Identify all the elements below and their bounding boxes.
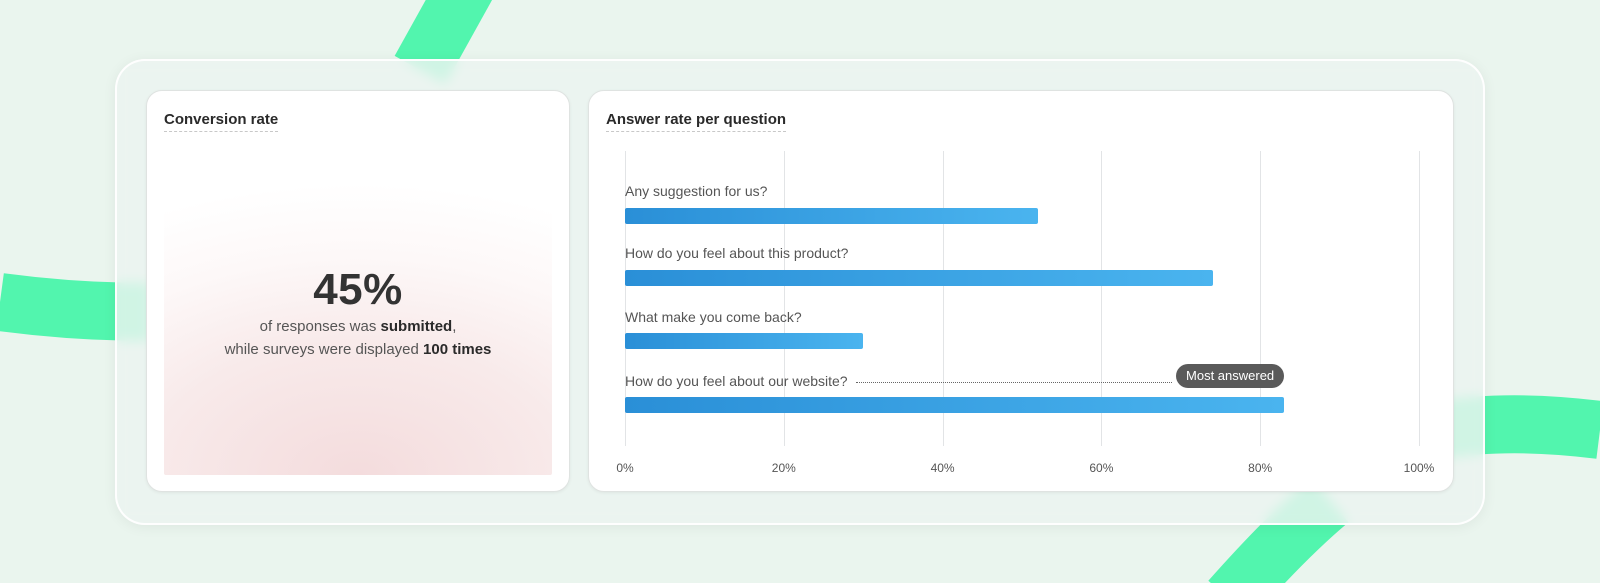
line2-prefix: while surveys were displayed: [224, 341, 424, 358]
gridline: [625, 151, 626, 446]
x-tick-label: 0%: [616, 461, 634, 475]
answer-rate-bar[interactable]: [625, 333, 864, 349]
x-tick-label: 40%: [930, 461, 955, 475]
line1-bold: submitted: [380, 318, 453, 335]
x-tick-label: 20%: [771, 461, 796, 475]
gridline: [942, 151, 944, 446]
gridline: [1419, 151, 1420, 446]
gridline: [1101, 151, 1103, 446]
x-tick-label: 100%: [1403, 461, 1435, 475]
conversion-rate-title[interactable]: Conversion rate: [164, 111, 279, 132]
answer-rate-bar[interactable]: [625, 270, 1213, 286]
conversion-rate-value: 45%: [313, 265, 403, 314]
question-label: How do you feel about our website?: [625, 373, 848, 389]
conversion-rate-card: Conversion rate 45% of responses was sub…: [146, 90, 570, 492]
question-label: Any suggestion for us?: [625, 183, 768, 199]
conversion-description-line1: of responses was submitted,: [260, 315, 457, 338]
answer-rate-card: Answer rate per question 0% 20% 40% 60% 80% 1…: [588, 90, 1454, 492]
conversion-description-line2: while surveys were displayed 100 times: [225, 338, 492, 361]
answer-rate-chart: 0% 20% 40% 60% 80% 100% Any suggestion for us?…: [589, 91, 1455, 493]
conversion-summary: 45% of responses was submitted, while su…: [164, 151, 552, 475]
answer-rate-title[interactable]: Answer rate per question: [606, 111, 787, 132]
answer-rate-bar[interactable]: [625, 208, 1038, 224]
gridline: [1260, 151, 1262, 446]
x-tick-label: 80%: [1248, 461, 1273, 475]
line1-suffix: ,: [452, 318, 457, 335]
question-label: How do you feel about this product?: [625, 245, 849, 261]
line2-bold: 100 times: [423, 341, 492, 358]
gridline: [783, 151, 785, 446]
annotation-leader-line: [856, 382, 1173, 383]
line1-prefix: of responses was: [259, 318, 381, 335]
x-tick-label: 60%: [1089, 461, 1114, 475]
most-answered-badge: Most answered: [1176, 364, 1285, 388]
question-label: What make you come back?: [625, 309, 802, 325]
answer-rate-bar[interactable]: [625, 397, 1285, 413]
